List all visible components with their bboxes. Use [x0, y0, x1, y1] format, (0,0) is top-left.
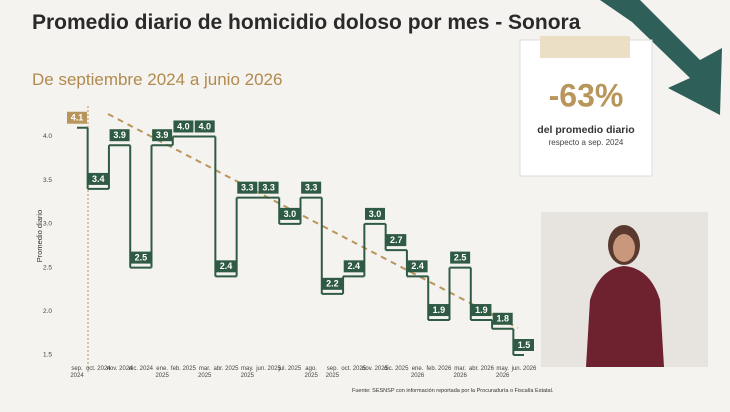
x-tick-label: oct. 2024 — [85, 366, 111, 372]
value-label: 2.4 — [411, 261, 424, 271]
value-label: 1.8 — [496, 314, 509, 324]
callout-text: del promedio diario — [537, 124, 634, 136]
y-tick-label: 2.5 — [43, 264, 52, 271]
value-label: 1.5 — [518, 340, 531, 350]
value-label-box — [173, 120, 194, 133]
value-label-box — [386, 234, 407, 247]
value-label-box — [301, 181, 322, 194]
value-label-box — [258, 181, 279, 194]
y-tick-label: 2.0 — [43, 308, 52, 315]
x-tick-label: ago. 2025 — [304, 366, 318, 379]
y-tick-label: 3.0 — [43, 221, 52, 228]
x-tick-label: jun. 2025 — [256, 366, 281, 372]
value-label: 4.0 — [198, 121, 211, 131]
value-label: 3.4 — [92, 174, 105, 184]
value-label-box — [194, 120, 215, 133]
value-label-box — [279, 207, 300, 220]
y-axis-label: Promedio diario — [35, 210, 44, 263]
x-tick-label: jun. 2026 — [511, 366, 537, 372]
value-label: 1.9 — [475, 305, 488, 315]
value-label: 2.4 — [347, 261, 360, 271]
value-label: 1.9 — [433, 305, 446, 315]
value-label-box — [130, 251, 151, 264]
value-label: 2.2 — [326, 279, 339, 289]
x-tick-label: nov. 2025 — [362, 366, 388, 372]
value-label-box — [492, 312, 513, 325]
chart-subtitle: De septiembre 2024 a junio 2026 — [32, 70, 283, 89]
value-label-box — [67, 111, 87, 124]
value-label-box — [152, 129, 173, 142]
callout-text: respecto a sep. 2024 — [549, 138, 624, 147]
value-label-box — [365, 207, 385, 220]
value-label: 3.0 — [369, 209, 382, 219]
decor-arrow — [600, 0, 722, 115]
x-tick-label: may. 2026 — [496, 366, 510, 379]
value-label: 2.7 — [390, 235, 403, 245]
interpreter-body — [586, 266, 664, 367]
value-label: 2.5 — [135, 252, 148, 262]
x-tick-label: dic. 2024 — [128, 366, 154, 372]
x-tick-label: nov. 2024 — [106, 366, 133, 372]
x-tick-label: oct. 2025 — [341, 366, 367, 372]
value-label-box — [88, 172, 109, 185]
interpreter-face — [613, 234, 635, 262]
value-label-box — [471, 304, 492, 317]
x-tick-label: may. 2025 — [240, 366, 254, 379]
value-label: 4.1 — [71, 113, 84, 123]
value-label-box — [343, 260, 364, 273]
value-label: 4.0 — [177, 121, 190, 131]
value-label: 3.3 — [241, 183, 254, 193]
value-label: 3.3 — [305, 183, 318, 193]
callout-tape — [540, 36, 630, 58]
x-tick-label: mar. 2026 — [453, 366, 467, 379]
value-label-box — [407, 260, 428, 273]
x-tick-label: abr. 2025 — [213, 366, 239, 372]
x-tick-label: mar. 2025 — [198, 366, 212, 379]
x-tick-label: feb. 2025 — [170, 366, 196, 372]
x-tick-label: sep. 2025 — [325, 366, 340, 379]
x-tick-label: abr. 2026 — [468, 366, 494, 372]
value-label: 3.9 — [113, 130, 126, 140]
value-label: 2.4 — [220, 261, 233, 271]
callout-value: -63% — [549, 77, 624, 113]
y-tick-label: 4.0 — [43, 133, 52, 140]
value-label-box — [450, 251, 471, 264]
value-label-box — [514, 339, 534, 352]
y-tick-label: 3.5 — [43, 177, 52, 184]
value-label-box — [428, 304, 449, 317]
x-tick-label: ene. 2026 — [410, 366, 425, 379]
x-tick-label: feb. 2026 — [426, 366, 452, 372]
value-label-box — [237, 181, 258, 194]
chart-title: Promedio diario de homicidio doloso por … — [32, 11, 581, 34]
value-label-box — [109, 129, 130, 142]
value-label: 2.5 — [454, 252, 467, 262]
value-label: 3.0 — [284, 209, 297, 219]
x-tick-label: dic. 2025 — [384, 366, 409, 372]
value-label: 3.3 — [262, 183, 275, 193]
value-label: 3.9 — [156, 130, 169, 140]
value-label-box — [216, 260, 236, 273]
source-note: Fuente: SESNSP con información reportada… — [352, 388, 554, 394]
y-tick-label: 1.5 — [43, 352, 52, 359]
value-label-box — [322, 277, 343, 290]
x-tick-label: ene. 2025 — [155, 366, 169, 379]
x-tick-label: sep. 2024 — [70, 366, 84, 379]
callout-card — [519, 39, 653, 177]
x-tick-label: jul. 2025 — [278, 366, 302, 372]
